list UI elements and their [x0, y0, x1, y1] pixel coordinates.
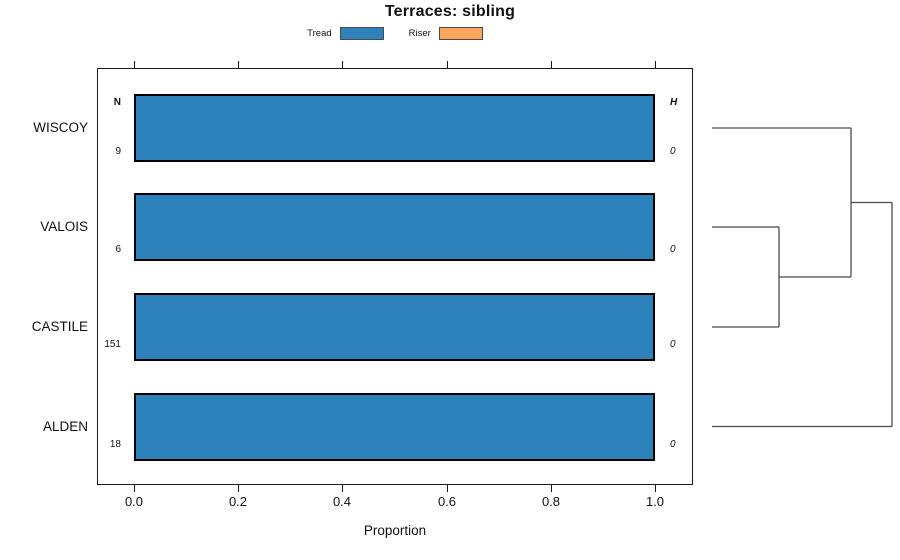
- x-tick-4: [551, 485, 553, 492]
- bar-tread-alden: [134, 393, 655, 461]
- legend-item-riser: Riser: [408, 26, 483, 40]
- top-tick-0: [134, 61, 136, 68]
- n-value-alden: 18: [109, 439, 121, 450]
- x-tick-label-4: 0.8: [541, 494, 561, 509]
- h-value-alden: 0: [670, 439, 676, 450]
- legend: Tread Riser: [97, 26, 693, 40]
- bar-tread-castile: [134, 293, 655, 361]
- x-tick-label-2: 0.4: [332, 494, 352, 509]
- x-tick-3: [447, 485, 449, 492]
- n-value-valois: 6: [115, 244, 121, 255]
- legend-swatch-tread: [339, 26, 384, 40]
- x-tick-1: [238, 485, 240, 492]
- top-tick-3: [447, 61, 449, 68]
- x-tick-label-1: 0.2: [228, 494, 248, 509]
- n-column-header: N: [113, 97, 121, 108]
- h-value-wiscoy: 0: [670, 146, 676, 157]
- legend-label-riser: Riser: [408, 27, 431, 39]
- x-tick-0: [134, 485, 136, 492]
- dendrogram: [712, 127, 893, 428]
- chart-title: Terraces: sibling: [384, 3, 516, 20]
- top-tick-5: [655, 61, 657, 68]
- x-tick-label-5: 1.0: [645, 494, 665, 509]
- top-tick-4: [551, 61, 553, 68]
- top-tick-2: [342, 61, 344, 68]
- bar-tread-wiscoy: [134, 94, 655, 162]
- category-label-castile: CASTILE: [31, 319, 88, 334]
- h-value-valois: 0: [670, 244, 676, 255]
- n-value-castile: 151: [104, 339, 121, 350]
- x-tick-label-0: 0.0: [124, 494, 144, 509]
- h-value-castile: 0: [670, 339, 676, 350]
- bar-tread-valois: [134, 193, 655, 261]
- h-column-header: H: [670, 97, 678, 108]
- legend-item-tread: Tread: [307, 26, 384, 40]
- x-tick-2: [342, 485, 344, 492]
- x-tick-label-3: 0.6: [437, 494, 457, 509]
- category-label-wiscoy: WISCOY: [33, 120, 88, 135]
- legend-label-tread: Tread: [307, 27, 332, 39]
- n-value-wiscoy: 9: [115, 146, 121, 157]
- legend-swatch-riser: [438, 26, 483, 40]
- x-axis-title: Proportion: [363, 523, 427, 538]
- x-tick-5: [655, 485, 657, 492]
- top-tick-1: [238, 61, 240, 68]
- category-label-valois: VALOIS: [40, 219, 88, 234]
- category-label-alden: ALDEN: [42, 419, 88, 434]
